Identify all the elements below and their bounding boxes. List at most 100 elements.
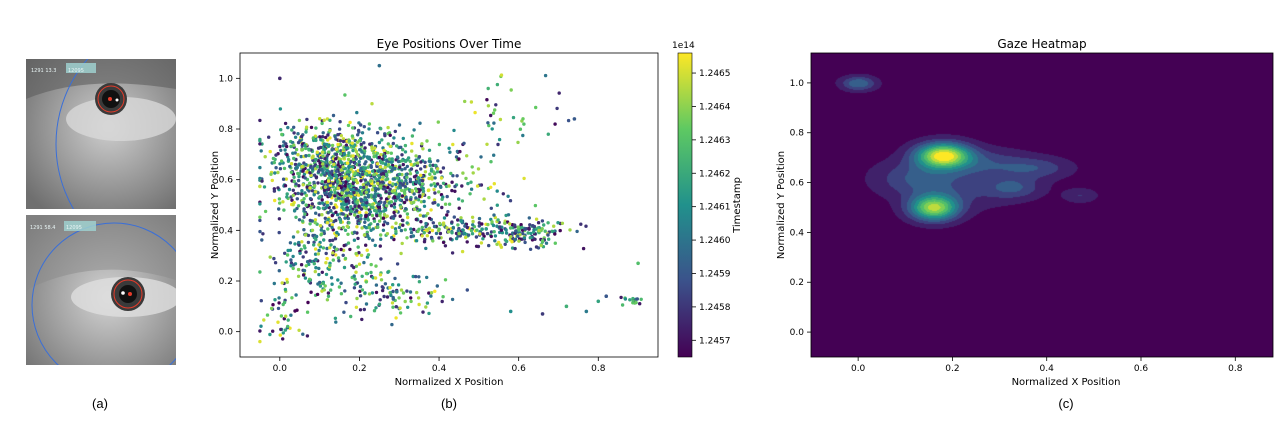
scatter-point	[369, 193, 374, 197]
scatter-point	[432, 224, 437, 229]
scatter-point	[390, 235, 394, 240]
scatter-point	[285, 144, 289, 149]
scatter-point	[400, 168, 404, 172]
scatter-point	[302, 172, 307, 176]
scatter-point	[314, 175, 319, 179]
scatter-point	[328, 160, 332, 165]
scatter-point	[433, 191, 437, 195]
scatter-point	[292, 143, 296, 147]
scatter-point	[409, 162, 413, 167]
scatter-point	[326, 144, 331, 148]
scatter-point	[335, 180, 340, 184]
scatter-point	[480, 222, 484, 226]
scatter-point	[382, 212, 387, 217]
scatter-point	[287, 187, 292, 192]
scatter-point	[297, 218, 302, 222]
scatter-point	[385, 177, 390, 181]
scatter-point	[341, 165, 345, 169]
scatter-point	[366, 181, 370, 186]
scatter-point	[273, 171, 277, 175]
scatter-point	[360, 288, 365, 292]
scatter-point	[322, 188, 327, 192]
scatter-point	[292, 131, 296, 135]
scatter-point	[374, 264, 378, 268]
scatter-point	[330, 213, 334, 218]
scatter-point	[377, 140, 382, 145]
scatter-point	[346, 146, 350, 150]
scatter-point	[294, 166, 298, 170]
scatter-point	[405, 175, 409, 179]
scatter-point	[302, 228, 306, 232]
scatter-point	[366, 234, 370, 238]
scatter-point	[479, 155, 483, 159]
scatter-point	[540, 239, 545, 243]
scatter-point	[474, 235, 479, 239]
y-tick-label: 0.4	[790, 228, 805, 238]
scatter-point	[258, 165, 262, 170]
scatter-point	[398, 165, 402, 169]
scatter-point	[318, 195, 322, 199]
scatter-point	[491, 111, 496, 115]
scatter-point	[343, 93, 347, 97]
scatter-point	[381, 187, 386, 191]
scatter-point	[374, 306, 378, 310]
scatter-point	[258, 202, 262, 206]
scatter-point	[469, 228, 474, 233]
scatter-point	[465, 154, 469, 158]
scatter-point	[370, 160, 375, 164]
scatter-point	[470, 165, 474, 169]
scatter-point	[334, 253, 338, 257]
heatmap-xlabel: Normalized X Position	[1012, 377, 1121, 388]
scatter-point	[386, 163, 391, 167]
scatter-point	[415, 170, 419, 175]
scatter-point	[422, 231, 426, 235]
scatter-point	[286, 318, 290, 322]
scatter-point	[503, 242, 507, 246]
scatter-point	[347, 151, 351, 155]
scatter-point	[331, 182, 335, 186]
scatter-point	[346, 188, 350, 192]
scatter-point	[427, 311, 431, 316]
scatter-point	[403, 188, 407, 192]
scatter-point	[383, 200, 387, 205]
scatter-point	[355, 110, 359, 115]
scatter-point	[404, 172, 408, 177]
scatter-point	[501, 192, 505, 196]
scatter-point	[358, 148, 362, 152]
scatter-point	[321, 162, 325, 166]
scatter-point	[322, 142, 327, 146]
scatter-point	[364, 226, 369, 230]
scatter-point	[322, 238, 326, 242]
scatter-point	[292, 263, 296, 267]
scatter-point	[330, 282, 334, 286]
scatter-point	[331, 251, 335, 255]
y-tick-label: 0.2	[790, 278, 804, 288]
scatter-point	[426, 188, 431, 193]
scatter-point	[520, 231, 525, 236]
scatter-point	[321, 154, 325, 158]
scatter-point	[389, 151, 393, 155]
scatter-point	[398, 311, 403, 315]
scatter-point	[534, 245, 539, 249]
scatter-point	[318, 224, 323, 228]
scatter-point	[401, 223, 405, 227]
scatter-point	[405, 181, 409, 186]
scatter-point	[358, 173, 362, 177]
scatter-point	[534, 217, 539, 221]
scatter-point	[287, 158, 291, 162]
scatter-point	[405, 289, 409, 293]
scatter-point	[313, 269, 317, 274]
scatter-point	[342, 152, 346, 157]
scatter-point	[380, 285, 384, 289]
scatter-point	[331, 113, 336, 118]
scatter-point	[421, 310, 425, 314]
scatter-point	[355, 296, 359, 301]
scatter-point	[451, 142, 455, 147]
scatter-point	[376, 205, 381, 209]
scatter-point	[325, 200, 330, 204]
scatter-point	[461, 228, 465, 232]
scatter-point	[457, 206, 461, 210]
scatter-point	[328, 238, 332, 243]
scatter-point	[557, 91, 561, 95]
scatter-point	[329, 219, 333, 223]
